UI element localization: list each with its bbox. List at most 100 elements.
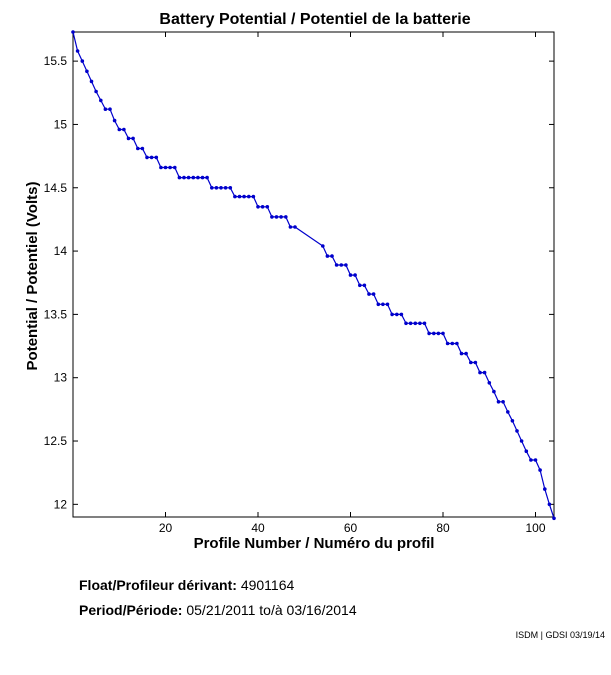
data-point <box>441 331 445 336</box>
data-point <box>233 194 237 199</box>
data-point <box>99 98 103 103</box>
data-point <box>288 225 293 229</box>
data-point <box>501 400 505 404</box>
data-point <box>367 292 371 296</box>
battery-potential-chart: Battery Potential / Potentiel de la batt… <box>24 11 556 552</box>
data-point <box>321 244 325 248</box>
data-point <box>260 205 265 209</box>
data-point <box>214 186 219 190</box>
data-point <box>492 389 496 394</box>
data-point <box>228 186 233 190</box>
x-tick-label: 100 <box>525 521 545 535</box>
data-point <box>265 205 270 209</box>
data-point <box>469 360 473 365</box>
period-separator: to/à <box>259 602 283 618</box>
data-point <box>219 186 223 190</box>
data-point <box>71 30 75 34</box>
data-point <box>529 458 533 462</box>
data-point <box>519 439 524 443</box>
data-point <box>515 429 519 433</box>
data-point <box>274 215 279 219</box>
x-tick-label: 40 <box>251 521 265 535</box>
y-tick-label: 12.5 <box>44 434 68 448</box>
data-point <box>103 107 108 111</box>
data-point <box>413 321 418 326</box>
data-point <box>450 341 455 346</box>
data-point <box>422 321 427 326</box>
data-point <box>89 79 94 84</box>
period-start: 05/21/2011 <box>186 602 256 618</box>
data-point <box>75 49 80 53</box>
data-point <box>196 175 200 180</box>
data-point <box>200 175 205 180</box>
data-point <box>487 381 492 385</box>
float-info: Float/Profileur dérivant: 4901164 <box>79 577 294 593</box>
x-tick-label: 80 <box>436 521 450 535</box>
data-point <box>427 331 431 336</box>
y-tick-label: 14 <box>54 244 68 258</box>
plot-area <box>72 31 555 518</box>
data-point <box>284 215 288 219</box>
data-point <box>547 502 552 507</box>
data-point <box>173 165 177 170</box>
data-point <box>371 292 376 296</box>
data-point <box>122 127 126 132</box>
data-point <box>205 175 209 180</box>
data-point <box>464 351 468 356</box>
data-point <box>182 175 186 180</box>
data-point <box>177 175 182 180</box>
x-tick-label: 60 <box>344 521 358 535</box>
data-point <box>348 273 353 277</box>
data-point <box>163 165 168 170</box>
data-point <box>140 146 145 151</box>
data-point <box>256 205 260 209</box>
data-point <box>418 321 422 326</box>
data-point <box>543 487 547 491</box>
data-point <box>186 175 191 180</box>
data-point <box>395 312 399 317</box>
voltage-series-line <box>72 31 555 519</box>
y-tick-label: 15.5 <box>44 54 68 68</box>
data-point <box>85 69 89 74</box>
y-tick-label: 13 <box>54 371 68 385</box>
data-point <box>432 331 436 336</box>
period-info: Period/Période: 05/21/2011 to/à 03/16/20… <box>79 602 357 618</box>
float-value: 4901164 <box>240 577 295 593</box>
data-point <box>455 341 459 346</box>
data-point <box>279 215 283 219</box>
data-point <box>482 370 487 375</box>
x-tick-label: 20 <box>159 521 173 535</box>
data-point <box>154 155 159 160</box>
y-tick-label: 14.5 <box>44 181 68 195</box>
data-point <box>168 165 172 170</box>
data-point <box>362 283 367 288</box>
x-axis: 20 40 60 80 100 <box>159 32 546 535</box>
data-point <box>524 449 529 454</box>
data-point <box>293 225 297 229</box>
credit-text: ISDM | GDSI 03/19/14 <box>515 630 605 640</box>
period-label: Period/Période: <box>79 602 183 618</box>
data-point <box>436 331 441 336</box>
data-point <box>80 59 85 63</box>
data-point <box>251 194 256 199</box>
data-point <box>376 302 381 307</box>
data-point <box>552 516 556 521</box>
data-point <box>117 127 122 132</box>
data-point <box>159 165 163 170</box>
data-point <box>344 263 348 267</box>
data-point <box>390 312 394 317</box>
data-point <box>381 302 385 307</box>
data-point <box>478 370 482 375</box>
data-point <box>210 186 214 190</box>
data-point <box>94 89 98 94</box>
data-point <box>223 186 228 190</box>
y-tick-label: 15 <box>54 117 68 131</box>
data-point <box>473 360 478 365</box>
data-point <box>353 273 357 277</box>
data-point <box>149 155 154 160</box>
chart-title: Battery Potential / Potentiel de la batt… <box>159 11 470 28</box>
data-point <box>131 136 135 141</box>
data-point <box>270 215 274 219</box>
data-point <box>404 321 408 326</box>
data-point <box>533 458 538 462</box>
